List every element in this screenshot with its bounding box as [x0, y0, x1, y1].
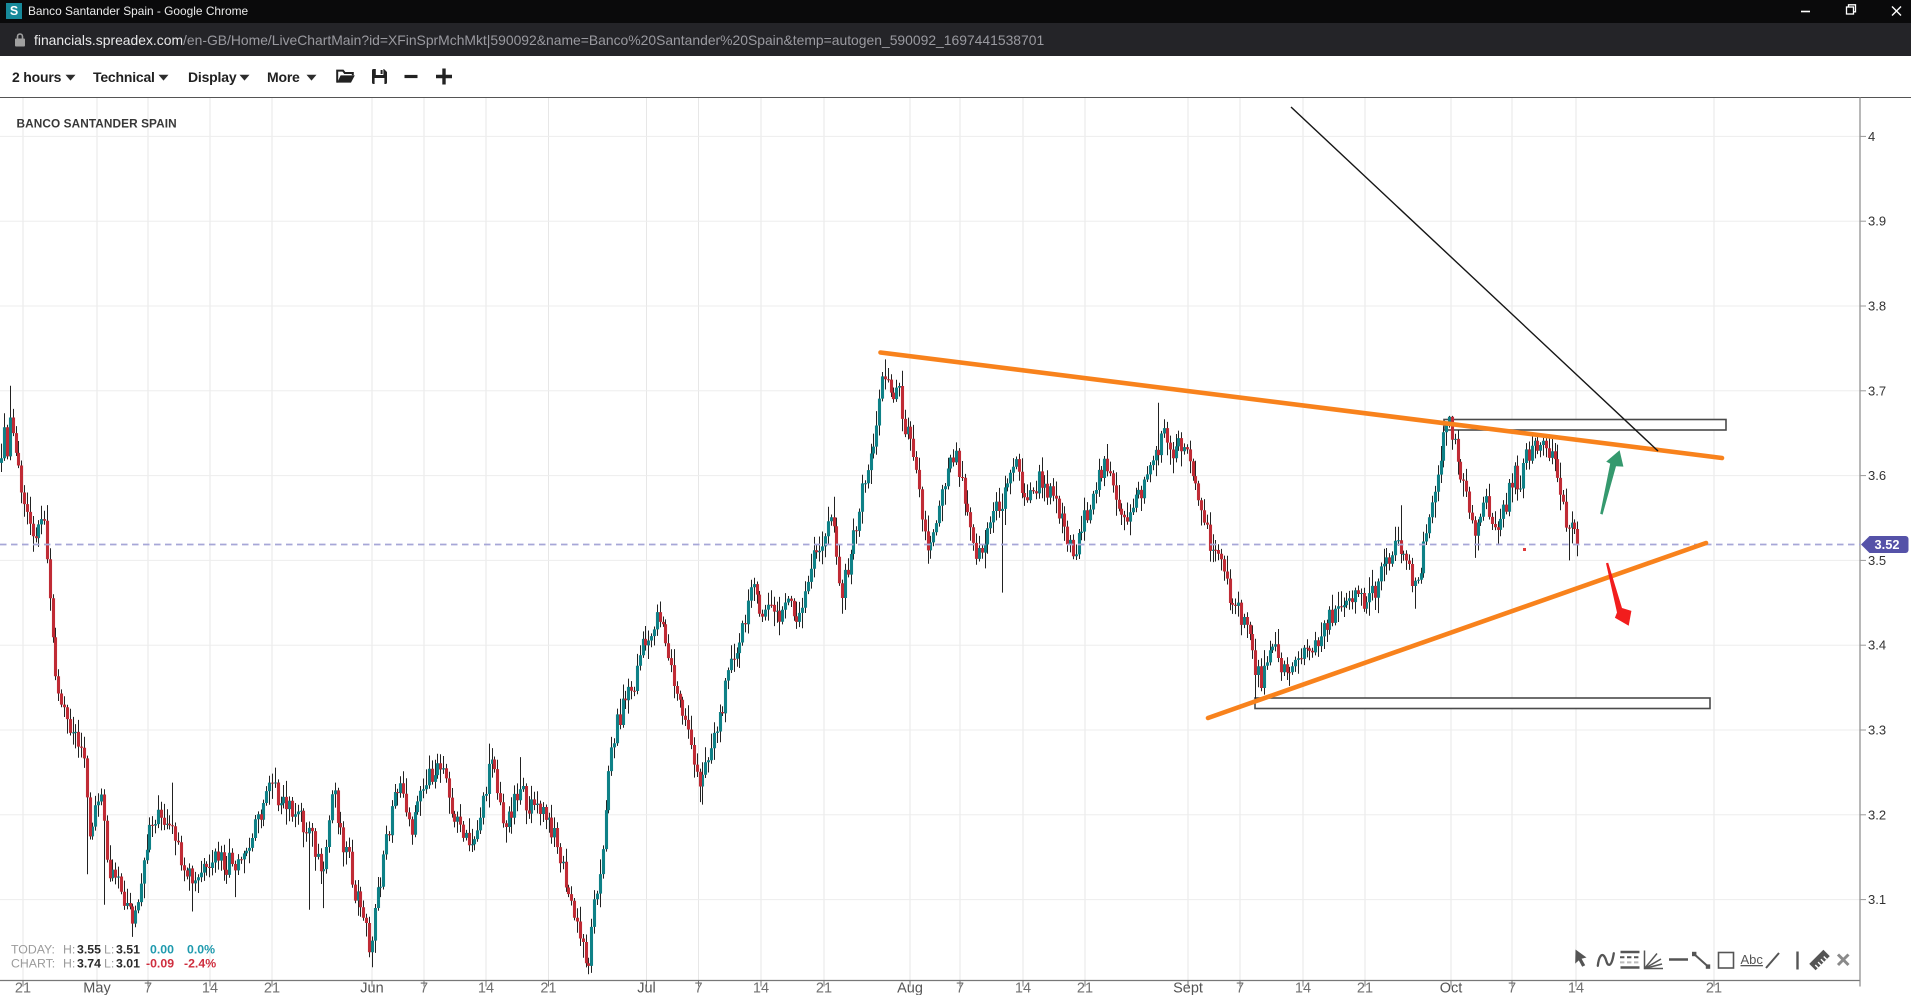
- svg-text:Sept: Sept: [1173, 981, 1203, 995]
- svg-text:0.00: 0.00: [150, 943, 174, 957]
- svg-text:3.9: 3.9: [1868, 214, 1886, 229]
- svg-text:3.52: 3.52: [1875, 537, 1900, 552]
- svg-text:3.74: 3.74: [77, 957, 101, 971]
- svg-text:7: 7: [694, 981, 702, 995]
- svg-text:3.7: 3.7: [1868, 383, 1886, 398]
- svg-text:21: 21: [540, 981, 556, 995]
- svg-text:21: 21: [1077, 981, 1093, 995]
- svg-text:BANCO SANTANDER SPAIN: BANCO SANTANDER SPAIN: [17, 117, 177, 131]
- svg-text:0.0%: 0.0%: [187, 943, 215, 957]
- svg-text:Aug: Aug: [897, 981, 923, 995]
- svg-text:L:: L:: [104, 943, 114, 957]
- svg-text:Abc: Abc: [1741, 952, 1764, 967]
- svg-text:14: 14: [753, 981, 769, 995]
- svg-text:Jul: Jul: [637, 981, 656, 995]
- svg-text:3.4: 3.4: [1868, 638, 1886, 653]
- svg-text:21: 21: [1357, 981, 1373, 995]
- svg-text:14: 14: [1015, 981, 1031, 995]
- svg-text:3.01: 3.01: [116, 957, 140, 971]
- svg-text:7: 7: [420, 981, 428, 995]
- svg-text:7: 7: [1236, 981, 1244, 995]
- svg-text:3.8: 3.8: [1868, 299, 1886, 314]
- svg-text:H:: H:: [63, 957, 75, 971]
- svg-text:4: 4: [1868, 129, 1875, 144]
- svg-text:14: 14: [202, 981, 218, 995]
- svg-text:3.5: 3.5: [1868, 553, 1886, 568]
- svg-text:3.55: 3.55: [77, 943, 101, 957]
- svg-text:3.51: 3.51: [116, 943, 140, 957]
- svg-text:CHART:: CHART:: [11, 957, 55, 971]
- svg-text:3.6: 3.6: [1868, 468, 1886, 483]
- svg-text:3.1: 3.1: [1868, 892, 1886, 907]
- svg-text:3.2: 3.2: [1868, 807, 1886, 822]
- svg-text:14: 14: [1568, 981, 1584, 995]
- svg-text:Oct: Oct: [1440, 981, 1463, 995]
- svg-text:7: 7: [1508, 981, 1516, 995]
- svg-text:May: May: [83, 981, 111, 995]
- svg-text:TODAY:: TODAY:: [11, 943, 55, 957]
- svg-text:14: 14: [478, 981, 494, 995]
- svg-text:21: 21: [816, 981, 832, 995]
- svg-text:7: 7: [956, 981, 964, 995]
- svg-text:21: 21: [264, 981, 280, 995]
- svg-text:-2.4%: -2.4%: [184, 957, 216, 971]
- svg-text:21: 21: [15, 981, 31, 995]
- svg-text:21: 21: [1706, 981, 1722, 995]
- svg-text:Jun: Jun: [360, 981, 383, 995]
- svg-text:-0.09: -0.09: [146, 957, 174, 971]
- svg-text:7: 7: [144, 981, 152, 995]
- svg-text:H:: H:: [63, 943, 75, 957]
- svg-text:14: 14: [1295, 981, 1311, 995]
- svg-text:L:: L:: [104, 957, 114, 971]
- svg-text:3.3: 3.3: [1868, 723, 1886, 738]
